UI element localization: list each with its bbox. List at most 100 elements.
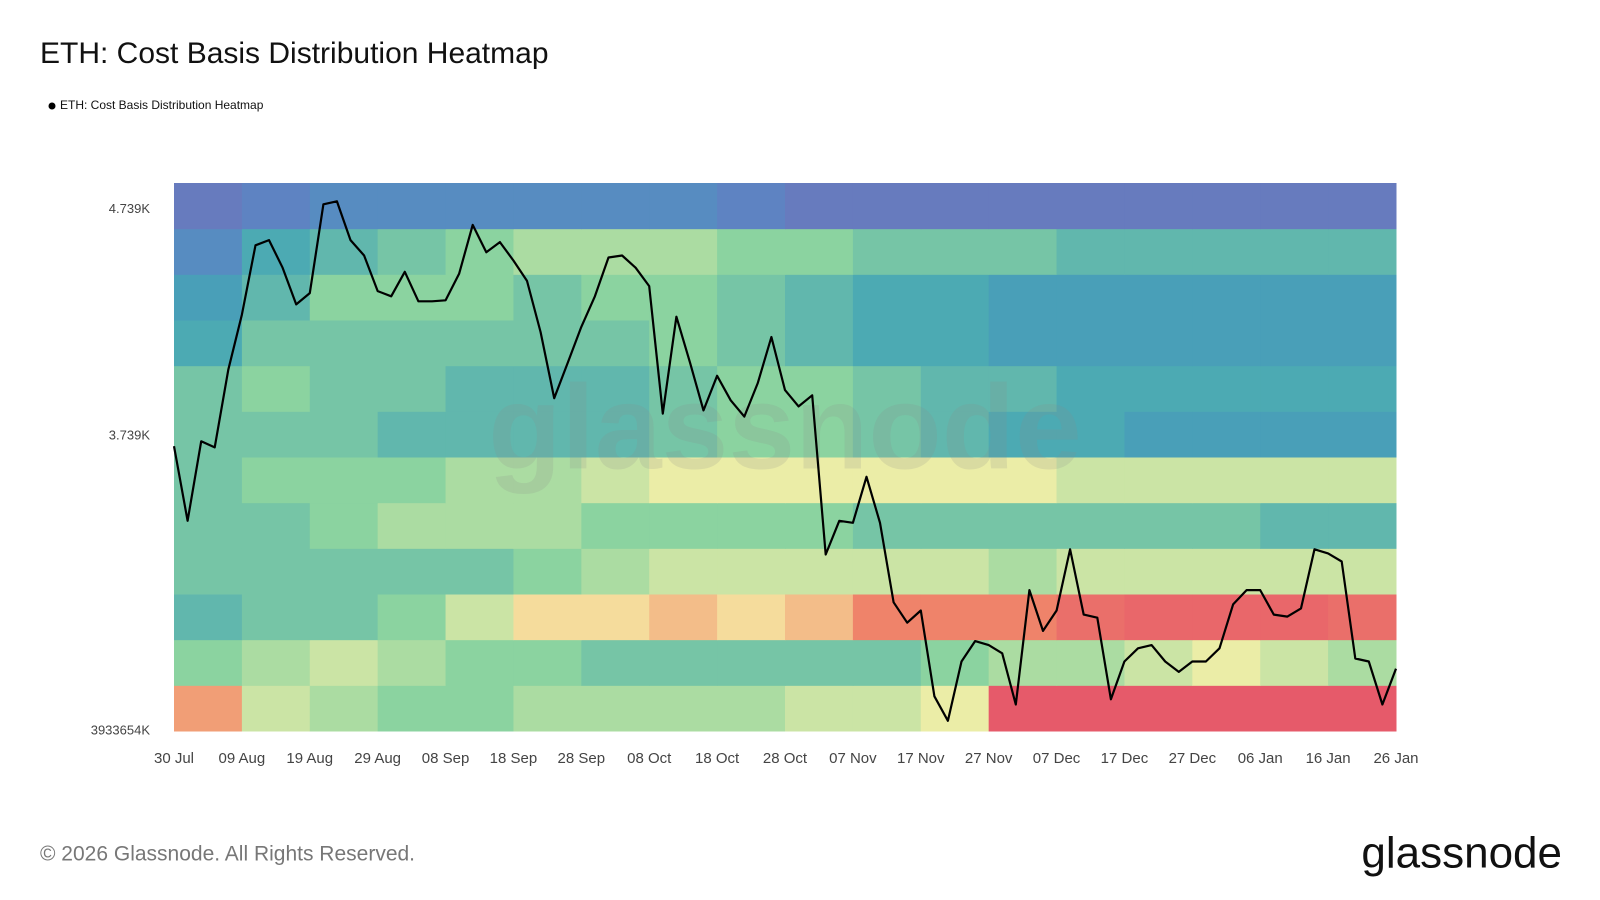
heat-cell	[581, 365, 650, 412]
x-tick-label: 08 Oct	[627, 750, 672, 767]
heat-cell	[717, 411, 786, 458]
heat-cell	[445, 320, 514, 367]
heat-cell	[785, 502, 854, 549]
heat-cell	[1192, 365, 1261, 412]
heat-cell	[852, 274, 922, 321]
heat-cell	[1056, 183, 1125, 230]
heat-cell	[988, 457, 1058, 504]
heat-cell	[309, 594, 379, 641]
heat-cell	[513, 274, 582, 321]
heat-cell	[581, 411, 650, 458]
heat-cell	[1056, 639, 1125, 686]
heat-cell	[852, 411, 922, 458]
heat-cell	[581, 548, 650, 595]
heat-cell	[1192, 183, 1261, 230]
heat-cell	[309, 548, 379, 595]
heat-cell	[174, 639, 243, 686]
heat-cell	[1328, 457, 1397, 504]
heat-cell	[988, 548, 1058, 595]
footer: © 2026 Glassnode. All Rights Reserved.	[40, 843, 415, 866]
heat-cell	[377, 228, 447, 275]
x-tick-label: 06 Jan	[1238, 750, 1283, 767]
heat-cell	[785, 411, 854, 458]
legend-label: ETH: Cost Basis Distribution Heatmap	[60, 98, 264, 112]
heat-cell	[920, 365, 990, 412]
heat-cell	[988, 274, 1058, 321]
heat-cell	[445, 274, 514, 321]
heat-cell	[1124, 594, 1193, 641]
heat-cell	[1260, 685, 1329, 732]
heat-cell	[920, 228, 990, 275]
heat-cell	[445, 639, 514, 686]
heat-cell	[377, 594, 447, 641]
heat-cell	[241, 457, 311, 504]
heat-cell	[581, 639, 650, 686]
heat-cell	[649, 639, 718, 686]
heat-cell	[174, 548, 243, 595]
heat-cell	[1124, 502, 1193, 549]
heat-cell	[649, 502, 718, 549]
heat-cell	[174, 411, 243, 458]
y-tick-label: 4.739K	[109, 201, 151, 216]
heat-cell	[1124, 457, 1193, 504]
heat-cell	[1124, 548, 1193, 595]
heat-cell	[785, 320, 854, 367]
heat-cell	[309, 274, 379, 321]
heat-cell	[717, 320, 786, 367]
heat-cell	[241, 502, 311, 549]
heat-cell	[241, 548, 311, 595]
heat-cell	[717, 457, 786, 504]
heat-cell	[988, 228, 1058, 275]
x-tick-label: 17 Dec	[1101, 750, 1149, 767]
heat-cell	[649, 548, 718, 595]
heat-cell	[649, 274, 718, 321]
heat-cell	[988, 365, 1058, 412]
x-tick-label: 07 Dec	[1033, 750, 1081, 767]
heat-cell	[309, 411, 379, 458]
heat-cell	[920, 183, 990, 230]
heat-cell	[1124, 639, 1193, 686]
heat-cell	[309, 685, 379, 732]
heat-cell	[241, 320, 311, 367]
heat-cell	[1328, 365, 1397, 412]
heat-cell	[852, 457, 922, 504]
x-tick-label: 08 Sep	[422, 750, 470, 767]
x-tick-label: 30 Jul	[154, 750, 194, 767]
heat-cell	[1124, 274, 1193, 321]
heat-cell	[920, 502, 990, 549]
heat-cell	[852, 639, 922, 686]
heat-cell	[241, 685, 311, 732]
heat-cell	[174, 457, 243, 504]
x-tick-label: 09 Aug	[219, 750, 266, 767]
heat-cell	[649, 183, 718, 230]
heat-cell	[309, 228, 379, 275]
heat-cell	[174, 502, 243, 549]
heat-cell	[377, 639, 447, 686]
heat-cell	[241, 365, 311, 412]
heat-cell	[649, 457, 718, 504]
heat-cell	[988, 685, 1058, 732]
heat-cell	[1260, 502, 1329, 549]
heat-cell	[1124, 365, 1193, 412]
heat-cell	[174, 594, 243, 641]
heat-cell	[649, 594, 718, 641]
legend-marker	[48, 102, 56, 110]
heat-cell	[717, 548, 786, 595]
x-tick-label: 28 Sep	[558, 750, 606, 767]
heat-cell	[445, 183, 514, 230]
price-line	[172, 200, 1398, 722]
heat-cell	[1056, 320, 1125, 367]
heat-cell	[717, 594, 786, 641]
heat-cell	[1124, 411, 1193, 458]
heat-cell	[785, 183, 854, 230]
heat-cell	[1260, 639, 1329, 686]
heat-cell	[513, 183, 582, 230]
chart-title: ETH: Cost Basis Distribution Heatmap	[40, 37, 549, 70]
heat-cell	[1124, 228, 1193, 275]
heat-cell	[1328, 320, 1397, 367]
heat-cell	[377, 411, 447, 458]
x-tick-label: 07 Nov	[829, 750, 877, 767]
heat-cell	[445, 411, 514, 458]
heat-cell	[581, 594, 650, 641]
heat-cell	[513, 457, 582, 504]
